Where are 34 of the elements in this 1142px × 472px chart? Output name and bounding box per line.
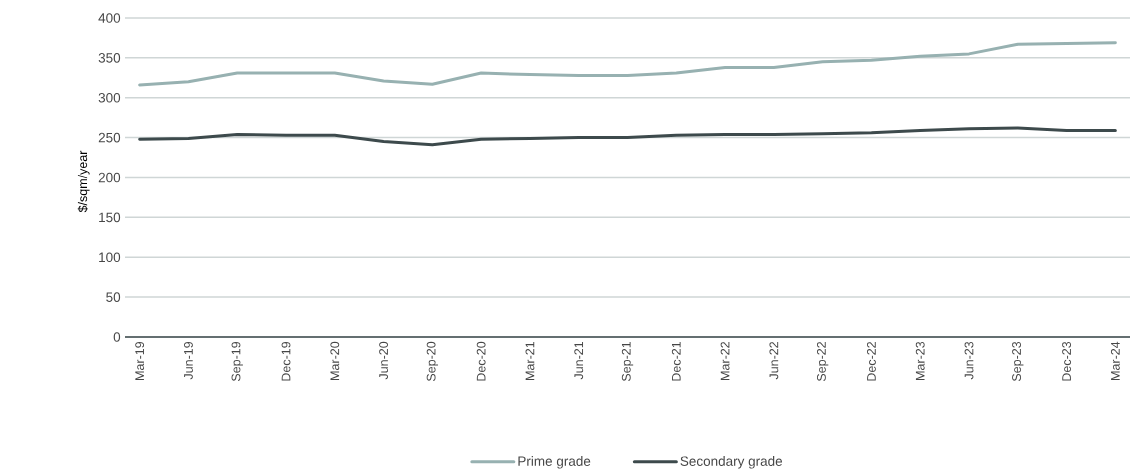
y-tick-label: 50 xyxy=(106,292,121,303)
y-axis-title: $/sqm/year xyxy=(77,150,90,213)
y-tick-label: 0 xyxy=(113,332,121,342)
x-tick-label: Mar-20 xyxy=(330,342,340,381)
x-tick-label: Jun-23 xyxy=(964,342,974,380)
x-tick-label: Jun-21 xyxy=(574,342,584,380)
x-tick-label: Jun-22 xyxy=(769,342,779,380)
x-tick-label: Mar-23 xyxy=(915,342,925,381)
legend-label: Secondary grade xyxy=(680,456,783,469)
y-tick-label: 200 xyxy=(98,172,121,183)
legend-label: Prime grade xyxy=(518,456,591,469)
x-tick-label: Mar-22 xyxy=(720,342,730,381)
y-tick-label: 250 xyxy=(98,133,121,143)
x-tick-label: Dec-20 xyxy=(476,342,486,381)
x-tick-label: Dec-23 xyxy=(1062,342,1071,381)
x-tick-label: Sep-20 xyxy=(426,342,439,382)
x-tick-label: Sep-23 xyxy=(1012,342,1024,382)
x-tick-label: Sep-21 xyxy=(621,342,634,382)
x-tick-label: Sep-19 xyxy=(231,342,243,382)
line-series xyxy=(138,126,1117,147)
x-tick-label: Mar-24 xyxy=(1110,341,1120,381)
x-tick-label: Sep-22 xyxy=(816,342,829,382)
x-tick-label: Dec-19 xyxy=(281,342,291,381)
y-tick-label: 100 xyxy=(99,252,121,263)
x-tick-label: Dec-21 xyxy=(671,342,681,381)
y-tick-label: 400 xyxy=(98,13,121,23)
x-tick-label: Mar-21 xyxy=(525,342,535,381)
y-tick-label: 350 xyxy=(98,53,121,63)
y-tick-label: 150 xyxy=(99,212,121,223)
x-tick-label: Jun-19 xyxy=(184,342,193,380)
x-tick-label: Jun-20 xyxy=(379,342,388,380)
y-tick-label: 300 xyxy=(98,93,121,103)
x-tick-label: Dec-22 xyxy=(867,342,876,381)
x-tick-label: Mar-19 xyxy=(135,342,145,381)
